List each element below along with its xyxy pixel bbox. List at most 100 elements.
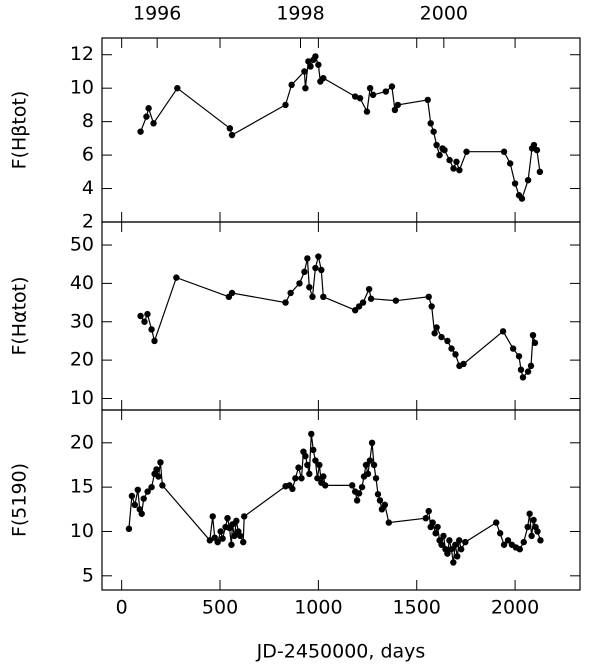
data-point xyxy=(137,128,144,135)
data-point xyxy=(444,550,451,557)
data-point xyxy=(524,368,532,375)
data-point xyxy=(376,497,384,504)
y-tick-label: 10 xyxy=(70,520,94,542)
data-point xyxy=(434,523,441,531)
data-point xyxy=(140,495,147,502)
plot-frame xyxy=(101,409,581,591)
data-point xyxy=(173,274,180,281)
data-point xyxy=(432,530,439,537)
data-point xyxy=(511,180,519,187)
data-point xyxy=(453,158,460,165)
data-point xyxy=(536,168,544,176)
y-axis-label: F(Hβtot) xyxy=(9,91,31,170)
x2-tick-label: 1998 xyxy=(276,3,324,25)
data-line xyxy=(128,433,542,563)
data-point xyxy=(155,473,162,480)
data-point xyxy=(534,528,541,535)
data-point xyxy=(430,128,437,135)
data-line xyxy=(140,54,541,200)
data-point xyxy=(282,299,289,306)
data-point xyxy=(316,461,323,469)
data-point xyxy=(355,303,363,310)
data-point xyxy=(209,513,216,520)
data-point xyxy=(385,519,392,526)
data-point xyxy=(516,546,524,553)
data-point xyxy=(125,525,133,533)
data-point xyxy=(289,485,296,493)
data-point xyxy=(388,83,396,90)
data-point xyxy=(150,120,157,127)
data-point xyxy=(367,295,375,302)
plot-frame xyxy=(101,221,581,411)
y-tick-label: 20 xyxy=(70,431,94,453)
data-point xyxy=(370,461,378,469)
data-point xyxy=(128,492,136,500)
data-point xyxy=(309,293,316,301)
data-point xyxy=(315,61,322,68)
data-point xyxy=(524,176,532,184)
data-point xyxy=(422,514,429,522)
data-point xyxy=(519,374,527,381)
data-point xyxy=(318,266,325,274)
data-point xyxy=(533,146,541,154)
y-tick-label: 4 xyxy=(82,177,94,199)
data-point xyxy=(312,264,319,272)
data-point xyxy=(320,74,327,82)
data-point xyxy=(366,84,374,92)
data-point xyxy=(496,530,504,537)
data-point xyxy=(531,339,539,347)
data-point xyxy=(144,488,151,495)
data-point xyxy=(219,535,226,542)
data-point xyxy=(228,541,235,548)
data-point xyxy=(529,331,537,339)
x2-tick-label: 2000 xyxy=(420,3,468,25)
y-tick-label: 10 xyxy=(70,387,94,409)
data-point xyxy=(292,475,299,482)
x-axis-label: JD-2450000, days xyxy=(256,641,426,663)
data-point xyxy=(462,538,469,546)
data-point xyxy=(438,541,445,548)
data-point xyxy=(431,330,438,337)
y-axis-label: F(Hαtot) xyxy=(9,276,31,355)
data-point xyxy=(174,84,181,92)
data-point xyxy=(214,538,221,546)
data-point xyxy=(448,345,455,352)
data-point xyxy=(500,541,508,548)
data-point xyxy=(302,452,309,460)
data-point xyxy=(151,337,158,345)
data-point xyxy=(433,141,440,149)
data-point xyxy=(358,483,366,491)
data-point xyxy=(441,146,448,154)
x-tick-label: 1500 xyxy=(393,597,441,619)
data-point xyxy=(148,326,155,333)
y-tick-label: 10 xyxy=(70,77,94,99)
data-point xyxy=(368,439,376,447)
data-point xyxy=(524,523,531,531)
data-point xyxy=(237,532,244,540)
data-point xyxy=(295,464,302,471)
data-point xyxy=(301,68,308,75)
data-point xyxy=(500,148,508,155)
data-point xyxy=(527,362,535,370)
data-point xyxy=(450,165,457,172)
y-tick-label: 50 xyxy=(70,234,94,256)
data-point xyxy=(391,106,399,114)
data-point xyxy=(446,156,453,164)
data-point xyxy=(143,113,150,120)
data-point xyxy=(298,475,305,482)
data-point xyxy=(530,141,538,149)
data-point xyxy=(304,255,311,262)
y-tick-label: 2 xyxy=(82,211,94,233)
data-point xyxy=(356,95,364,102)
data-point xyxy=(366,457,374,464)
data-point xyxy=(438,333,445,341)
data-point xyxy=(440,532,447,540)
data-point xyxy=(463,148,470,155)
y-tick-label: 40 xyxy=(70,272,94,294)
data-point xyxy=(145,105,152,112)
data-point xyxy=(424,96,431,104)
data-point xyxy=(314,475,321,482)
y-tick-label: 5 xyxy=(82,564,94,586)
data-point xyxy=(506,160,514,167)
